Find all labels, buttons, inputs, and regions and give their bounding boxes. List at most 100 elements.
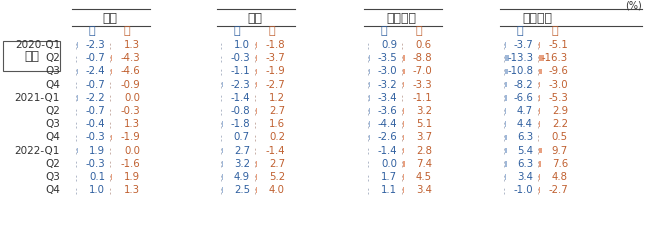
Text: 日本: 日本 [102, 13, 117, 26]
Text: -16.3: -16.3 [542, 53, 568, 63]
Text: Q2: Q2 [45, 106, 60, 116]
Bar [505, 42, 506, 48]
Bar [539, 95, 541, 100]
Text: 男: 男 [517, 26, 523, 36]
Text: -10.8: -10.8 [507, 67, 533, 76]
Text: 男: 男 [381, 26, 387, 36]
Text: -5.3: -5.3 [548, 93, 568, 103]
Bar [222, 161, 223, 167]
FancyBboxPatch shape [3, 41, 60, 71]
Bar [222, 174, 224, 180]
Text: Q3: Q3 [45, 119, 60, 129]
Text: 3.4: 3.4 [517, 172, 533, 182]
Text: 9.7: 9.7 [552, 146, 568, 156]
Text: -0.9: -0.9 [120, 80, 140, 90]
Text: -2.7: -2.7 [548, 185, 568, 195]
Text: 7.4: 7.4 [416, 159, 432, 169]
Bar [403, 135, 404, 140]
Bar [539, 42, 540, 48]
Text: -1.8: -1.8 [230, 119, 250, 129]
Text: -1.8: -1.8 [265, 40, 285, 50]
Bar [256, 161, 257, 167]
Text: -0.3: -0.3 [85, 132, 105, 142]
Bar [403, 108, 404, 114]
Bar [505, 108, 506, 114]
Text: 0.1: 0.1 [89, 172, 105, 182]
Text: -1.1: -1.1 [412, 93, 432, 103]
Text: -1.0: -1.0 [514, 185, 533, 195]
Text: Q3: Q3 [45, 67, 60, 76]
Bar [369, 69, 370, 74]
Text: 男: 男 [88, 26, 96, 36]
Text: 4.8: 4.8 [552, 172, 568, 182]
Text: -1.4: -1.4 [265, 146, 285, 156]
Bar [539, 174, 540, 180]
Text: 1.3: 1.3 [124, 119, 140, 129]
Text: 韓国: 韓国 [247, 13, 262, 26]
Text: アメリカ: アメリカ [523, 13, 552, 26]
Text: -1.1: -1.1 [230, 67, 250, 76]
Text: 1.3: 1.3 [124, 185, 140, 195]
Bar [369, 108, 370, 114]
Text: 0.5: 0.5 [552, 132, 568, 142]
Text: Q3: Q3 [45, 172, 60, 182]
Bar [505, 135, 507, 140]
Text: Q4: Q4 [45, 185, 60, 195]
Text: -2.7: -2.7 [265, 80, 285, 90]
Text: -3.0: -3.0 [549, 80, 568, 90]
Text: 2.7: 2.7 [234, 146, 250, 156]
Bar [111, 55, 112, 61]
Text: 2.2: 2.2 [552, 119, 568, 129]
Text: -3.7: -3.7 [265, 53, 285, 63]
Text: 0.9: 0.9 [381, 40, 397, 50]
Text: -3.3: -3.3 [412, 80, 432, 90]
Text: フランス: フランス [387, 13, 417, 26]
Bar [256, 108, 257, 114]
Text: -4.4: -4.4 [378, 119, 397, 129]
Text: -1.9: -1.9 [265, 67, 285, 76]
Bar [505, 148, 506, 153]
Bar [256, 187, 257, 193]
Text: -2.3: -2.3 [85, 40, 105, 50]
Text: 3.4: 3.4 [416, 185, 432, 195]
Bar [256, 82, 257, 87]
Text: -5.1: -5.1 [548, 40, 568, 50]
Text: 0.7: 0.7 [234, 132, 250, 142]
Text: -4.6: -4.6 [120, 67, 140, 76]
Text: 1.9: 1.9 [124, 172, 140, 182]
Bar [256, 174, 257, 180]
Bar [505, 55, 509, 61]
Text: -0.3: -0.3 [85, 159, 105, 169]
Text: 6.3: 6.3 [517, 159, 533, 169]
Text: (%): (%) [625, 0, 642, 10]
Text: 1.1: 1.1 [381, 185, 397, 195]
Text: 男: 男 [234, 26, 240, 36]
Text: 女: 女 [552, 26, 558, 36]
Text: 5.2: 5.2 [269, 172, 285, 182]
Text: 2022-Q1: 2022-Q1 [14, 146, 60, 156]
Text: 1.2: 1.2 [269, 93, 285, 103]
Bar [403, 121, 404, 127]
Text: -3.4: -3.4 [378, 93, 397, 103]
Text: -2.3: -2.3 [230, 80, 250, 90]
Text: 1.9: 1.9 [89, 146, 105, 156]
Text: -3.5: -3.5 [377, 53, 397, 63]
Bar [369, 55, 370, 61]
Text: -0.3: -0.3 [230, 53, 250, 63]
Text: 3.2: 3.2 [234, 159, 250, 169]
Bar [403, 174, 404, 180]
Text: -2.6: -2.6 [377, 132, 397, 142]
Text: -0.7: -0.7 [85, 106, 105, 116]
Bar [505, 82, 507, 87]
Bar [111, 69, 112, 74]
Text: -8.2: -8.2 [514, 80, 533, 90]
Text: -3.2: -3.2 [378, 80, 397, 90]
Text: 2020-Q1: 2020-Q1 [15, 40, 60, 50]
Text: Q2: Q2 [45, 159, 60, 169]
Bar [505, 95, 507, 100]
Text: -0.7: -0.7 [85, 53, 105, 63]
Text: 4.5: 4.5 [416, 172, 432, 182]
Text: 製造: 製造 [24, 49, 39, 62]
Text: Q2: Q2 [45, 53, 60, 63]
Text: -7.0: -7.0 [412, 67, 432, 76]
